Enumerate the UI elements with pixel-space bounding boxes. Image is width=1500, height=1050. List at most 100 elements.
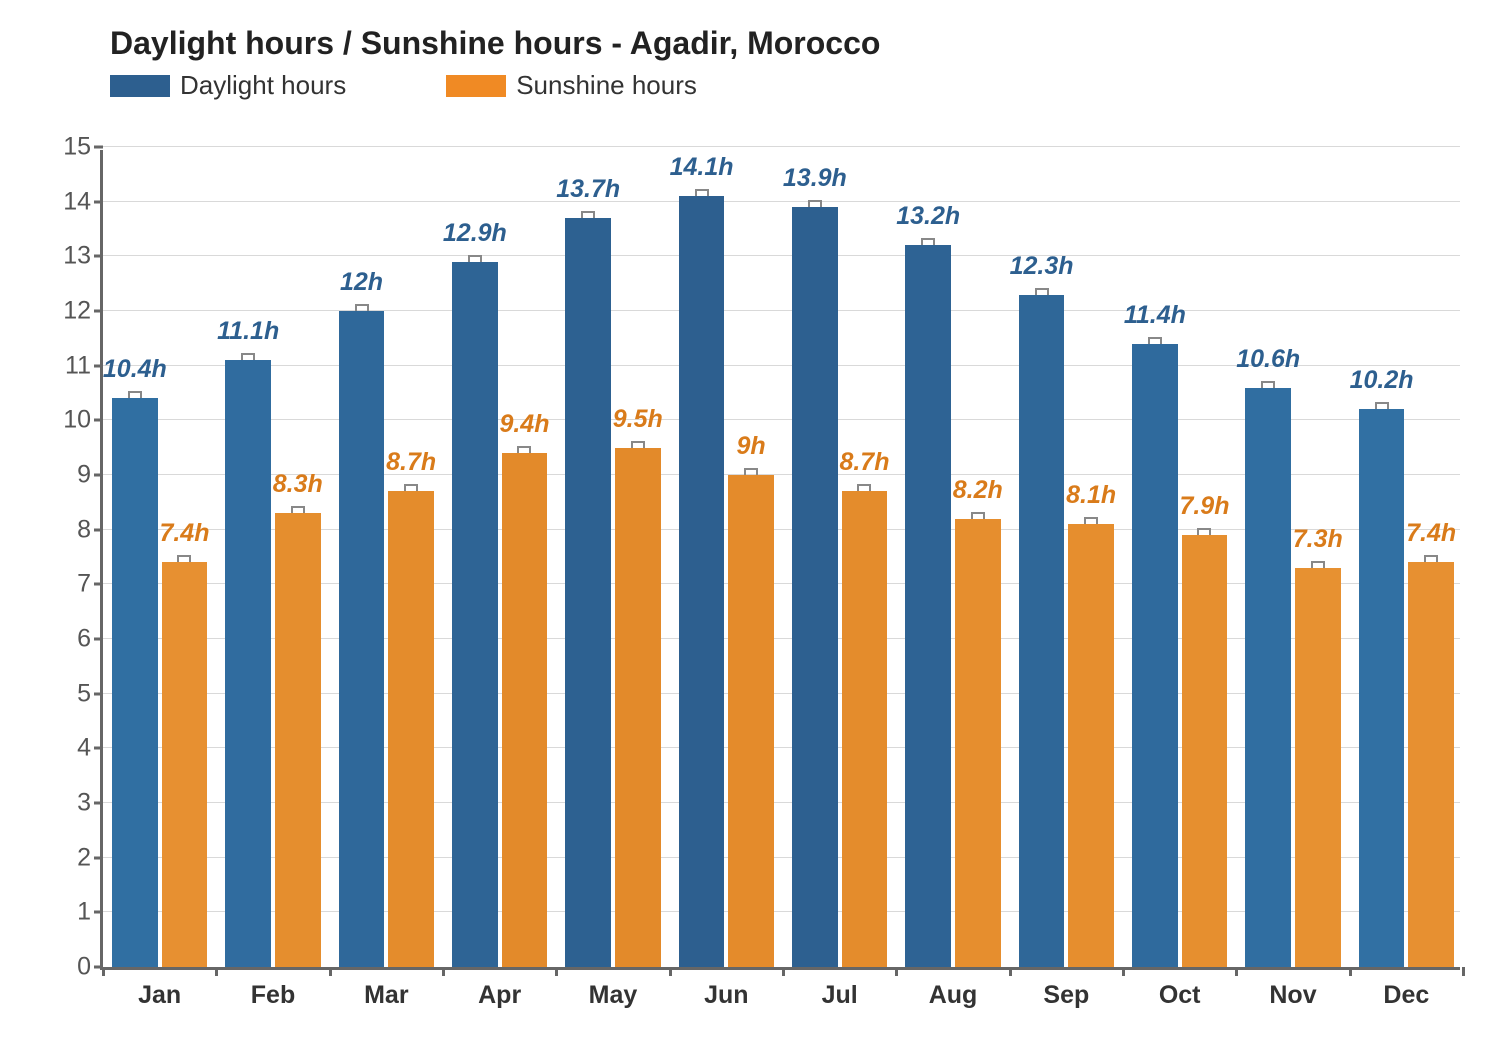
- bar-sunshine: [1182, 535, 1228, 967]
- error-cap: [291, 506, 305, 513]
- y-tick-mark: [94, 802, 103, 805]
- error-cap: [1035, 288, 1049, 295]
- bar-sunshine: [275, 513, 321, 967]
- x-tick-mark: [782, 967, 785, 976]
- y-tick-mark: [94, 583, 103, 586]
- x-tick-mark: [1122, 967, 1125, 976]
- bar-label-sunshine: 7.3h: [1293, 525, 1343, 554]
- bar-label-sunshine: 9.5h: [613, 405, 663, 434]
- bar-label-daylight: 14.1h: [670, 153, 734, 182]
- error-cap: [695, 189, 709, 196]
- error-cap: [355, 304, 369, 311]
- legend-swatch-daylight: [110, 75, 170, 97]
- bar-daylight: [339, 311, 385, 967]
- x-tick-mark: [329, 967, 332, 976]
- legend-label-sunshine: Sunshine hours: [516, 70, 697, 101]
- x-tick-label: Oct: [1159, 967, 1201, 1010]
- bar-sunshine: [955, 519, 1001, 967]
- bar-label-daylight: 12.3h: [1010, 252, 1074, 281]
- error-cap: [177, 555, 191, 562]
- error-cap: [241, 353, 255, 360]
- error-cap: [1375, 402, 1389, 409]
- legend: Daylight hours Sunshine hours: [110, 70, 1470, 101]
- bar-daylight: [792, 207, 838, 967]
- legend-item-sunshine: Sunshine hours: [446, 70, 697, 101]
- bar-sunshine: [1408, 562, 1454, 967]
- error-cap: [468, 255, 482, 262]
- bar-daylight: [1132, 344, 1178, 967]
- bar-label-sunshine: 9h: [737, 432, 766, 461]
- bar-label-sunshine: 8.1h: [1066, 481, 1116, 510]
- x-tick-mark: [1462, 967, 1465, 976]
- x-tick-mark: [1235, 967, 1238, 976]
- gridline: [103, 310, 1460, 311]
- x-tick-label: Dec: [1383, 967, 1429, 1010]
- error-cap: [808, 200, 822, 207]
- y-tick-mark: [94, 911, 103, 914]
- y-tick-mark: [94, 474, 103, 477]
- plot-area: 012345678910111213141510.4h7.4hJan11.1h8…: [100, 150, 1460, 970]
- bar-label-sunshine: 7.4h: [1406, 519, 1456, 548]
- error-cap: [1148, 337, 1162, 344]
- chart-title: Daylight hours / Sunshine hours - Agadir…: [110, 25, 1470, 62]
- bar-daylight: [1019, 295, 1065, 967]
- x-tick-mark: [1349, 967, 1352, 976]
- y-tick-mark: [94, 638, 103, 641]
- bar-daylight: [225, 360, 271, 967]
- x-tick-mark: [102, 967, 105, 976]
- error-cap: [517, 446, 531, 453]
- x-tick-label: Sep: [1043, 967, 1089, 1010]
- bar-label-daylight: 12.9h: [443, 219, 507, 248]
- y-tick-mark: [94, 146, 103, 149]
- bar-label-sunshine: 8.2h: [953, 476, 1003, 505]
- bar-sunshine: [162, 562, 208, 967]
- bar-daylight: [452, 262, 498, 967]
- chart-container: Daylight hours / Sunshine hours - Agadir…: [0, 0, 1500, 1050]
- error-cap: [971, 512, 985, 519]
- bar-label-sunshine: 7.4h: [159, 519, 209, 548]
- bar-label-daylight: 10.6h: [1236, 345, 1300, 374]
- bar-daylight: [905, 245, 951, 967]
- error-cap: [1084, 517, 1098, 524]
- error-cap: [581, 211, 595, 218]
- y-tick-mark: [94, 419, 103, 422]
- x-tick-mark: [215, 967, 218, 976]
- gridline: [103, 146, 1460, 147]
- bar-sunshine: [502, 453, 548, 967]
- x-tick-label: Apr: [478, 967, 521, 1010]
- y-tick-mark: [94, 528, 103, 531]
- x-tick-mark: [555, 967, 558, 976]
- bar-label-sunshine: 9.4h: [499, 410, 549, 439]
- y-tick-mark: [94, 692, 103, 695]
- x-tick-label: Jan: [138, 967, 181, 1010]
- x-tick-mark: [442, 967, 445, 976]
- bar-label-sunshine: 8.7h: [839, 448, 889, 477]
- x-tick-mark: [895, 967, 898, 976]
- bar-label-daylight: 10.4h: [103, 355, 167, 384]
- error-cap: [1424, 555, 1438, 562]
- bar-daylight: [679, 196, 725, 967]
- bar-daylight: [1359, 409, 1405, 967]
- x-tick-label: Jun: [704, 967, 748, 1010]
- y-tick-mark: [94, 856, 103, 859]
- bar-sunshine: [728, 475, 774, 967]
- y-tick-mark: [94, 364, 103, 367]
- y-tick-mark: [94, 200, 103, 203]
- x-tick-label: Jul: [822, 967, 858, 1010]
- error-cap: [128, 391, 142, 398]
- bar-sunshine: [842, 491, 888, 967]
- bar-label-daylight: 13.2h: [896, 202, 960, 231]
- bar-label-daylight: 12h: [340, 268, 383, 297]
- bar-label-daylight: 13.9h: [783, 164, 847, 193]
- bar-label-daylight: 10.2h: [1350, 366, 1414, 395]
- bar-sunshine: [1068, 524, 1114, 967]
- gridline: [103, 255, 1460, 256]
- error-cap: [631, 441, 645, 448]
- bar-daylight: [112, 398, 158, 967]
- bar-sunshine: [615, 448, 661, 967]
- bar-label-daylight: 11.4h: [1124, 301, 1186, 330]
- bar-label-daylight: 13.7h: [556, 175, 620, 204]
- bar-label-sunshine: 7.9h: [1179, 492, 1229, 521]
- y-tick-mark: [94, 255, 103, 258]
- bar-daylight: [1245, 388, 1291, 967]
